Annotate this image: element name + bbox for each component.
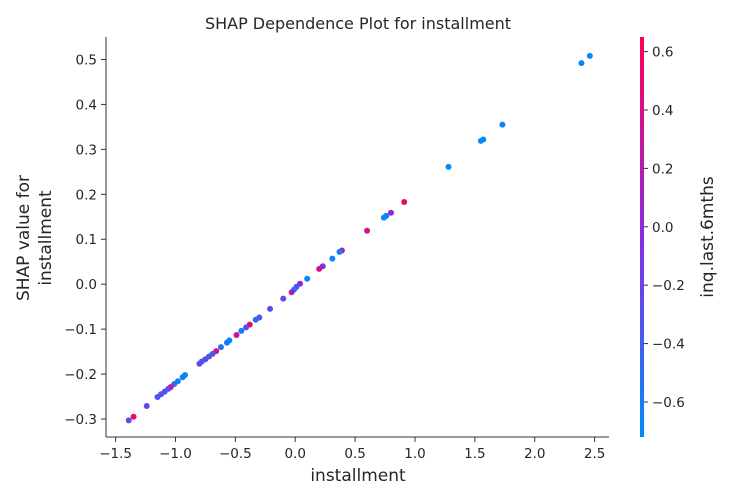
data-point <box>217 344 224 351</box>
x-tick-label: 1.0 <box>404 446 425 462</box>
data-point <box>267 305 274 312</box>
data-point <box>143 402 150 409</box>
data-point <box>179 374 186 381</box>
y-tick-label: 0.4 <box>76 97 97 113</box>
y-tick-label: 0.5 <box>76 52 97 68</box>
x-tick-label: 0.0 <box>284 446 305 462</box>
data-point <box>130 413 137 420</box>
data-point <box>196 360 203 367</box>
data-point <box>477 137 484 144</box>
data-point <box>304 275 311 282</box>
data-point <box>316 265 323 272</box>
data-point <box>154 394 161 400</box>
colorbar-tick-label: −0.2 <box>652 278 685 294</box>
data-point <box>280 295 287 302</box>
data-point <box>233 331 240 338</box>
colorbar-tick-label: 0.6 <box>652 45 673 61</box>
data-point <box>388 209 395 216</box>
y-tick-label: −0.2 <box>64 367 97 383</box>
data-point <box>364 227 371 234</box>
y-tick-label: 0.1 <box>76 232 97 248</box>
data-point <box>586 52 593 59</box>
data-point <box>578 60 585 67</box>
data-point <box>125 417 132 424</box>
colorbar-tick-label: −0.4 <box>652 337 685 353</box>
colorbar-label: inq.last.6mths <box>698 176 718 298</box>
y-axis-label-line-1: SHAP value for <box>14 175 34 301</box>
data-point <box>252 316 259 323</box>
x-tick-label: −1.5 <box>99 446 132 462</box>
chart-title: SHAP Dependence Plot for installment <box>205 14 511 33</box>
colorbar-tick-label: 0.2 <box>652 161 673 177</box>
data-point <box>238 327 245 334</box>
colorbar-tick-label: 0.4 <box>652 103 673 119</box>
data-point <box>401 198 408 205</box>
y-tick-label: −0.1 <box>64 322 97 338</box>
y-tick-label: 0.0 <box>76 277 97 293</box>
plot-area: −1.5 −1.0 −0.5 0.0 0.5 1.0 1.5 2.0 2.5 −0.3 −0.2 −0… <box>64 37 609 462</box>
x-tick-label: 0.5 <box>344 446 365 462</box>
x-tick-label: −1.0 <box>159 446 192 462</box>
data-point <box>243 324 250 331</box>
x-axis-label: installment <box>310 466 406 486</box>
data-point <box>499 121 506 128</box>
data-point <box>288 289 295 296</box>
x-tick-label: −0.5 <box>219 446 252 462</box>
x-tick-label: 1.5 <box>464 446 485 462</box>
y-axis-label-line-2: installment <box>36 190 56 286</box>
colorbar-ticks: −0.6 −0.4 −0.2 0.0 0.2 0.4 0.6 <box>644 45 685 411</box>
colorbar-tick-label: 0.0 <box>652 220 673 236</box>
data-point <box>336 248 343 255</box>
data-point <box>380 214 387 221</box>
y-tick-label: 0.2 <box>76 187 97 203</box>
colorbar-tick-label: −0.6 <box>652 395 685 411</box>
x-tick-label: 2.0 <box>524 446 545 462</box>
data-point <box>223 339 230 346</box>
y-tick-label: −0.3 <box>64 412 97 428</box>
data-point <box>445 163 452 170</box>
data-point <box>329 255 336 262</box>
x-tick-label: 2.5 <box>584 446 605 462</box>
y-tick-label: 0.3 <box>76 142 97 158</box>
colorbar <box>640 37 644 437</box>
